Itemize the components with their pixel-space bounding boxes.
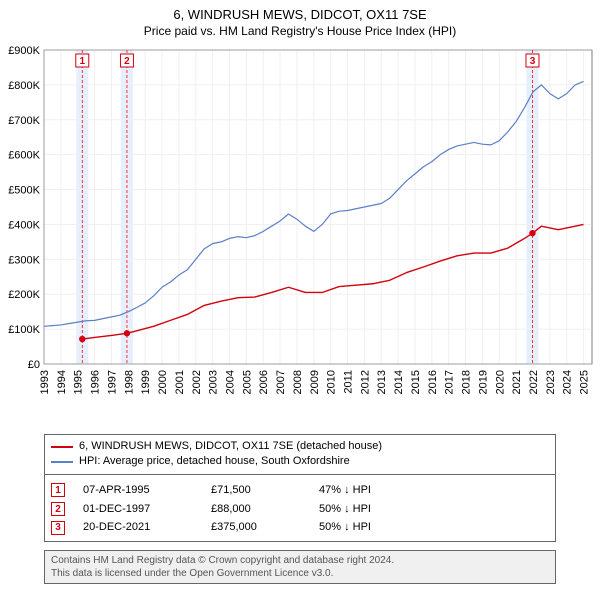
svg-text:2017: 2017	[444, 370, 456, 394]
svg-text:1997: 1997	[106, 370, 118, 394]
svg-text:2006: 2006	[258, 370, 270, 394]
svg-text:£100K: £100K	[8, 324, 40, 336]
sale-price: £375,000	[211, 518, 301, 537]
svg-text:2004: 2004	[224, 370, 236, 394]
svg-text:2001: 2001	[174, 370, 186, 394]
footer: Contains HM Land Registry data © Crown c…	[44, 550, 556, 584]
svg-text:£300K: £300K	[8, 254, 40, 266]
sale-date: 07-APR-1995	[83, 481, 193, 500]
svg-text:£700K: £700K	[8, 115, 40, 127]
legend-label-hpi: HPI: Average price, detached house, Sout…	[79, 454, 350, 469]
svg-text:£200K: £200K	[8, 289, 40, 301]
svg-text:1993: 1993	[39, 370, 51, 394]
svg-text:£500K: £500K	[8, 185, 40, 197]
svg-text:2002: 2002	[191, 370, 203, 394]
sale-price: £71,500	[211, 481, 301, 500]
svg-text:1995: 1995	[73, 370, 85, 394]
svg-text:£900K: £900K	[8, 45, 40, 57]
chart-svg: £0 £100K £200K £300K £400K £500K £600K £700K £80…	[0, 44, 600, 424]
svg-text:2025: 2025	[579, 370, 591, 394]
svg-text:1: 1	[79, 56, 85, 67]
sales-table: 1 07-APR-1995 £71,500 47% ↓ HPI 2 01-DEC-1997…	[44, 474, 556, 542]
svg-text:2008: 2008	[292, 370, 304, 394]
sale-marker-icon: 3	[51, 521, 65, 535]
sale-row: 3 20-DEC-2021 £375,000 50% ↓ HPI	[51, 518, 549, 537]
svg-text:£600K: £600K	[8, 150, 40, 162]
svg-text:2014: 2014	[393, 370, 405, 394]
footer-line1: Contains HM Land Registry data © Crown c…	[51, 554, 549, 567]
svg-text:2023: 2023	[545, 370, 557, 394]
chart: £0 £100K £200K £300K £400K £500K £600K £700K £80…	[0, 44, 600, 424]
svg-text:1998: 1998	[123, 370, 135, 394]
svg-text:2010: 2010	[326, 370, 338, 394]
sale-marker-icon: 1	[51, 483, 65, 497]
legend-swatch-hpi	[51, 461, 73, 463]
svg-text:2016: 2016	[427, 370, 439, 394]
svg-text:£800K: £800K	[8, 80, 40, 92]
sale-date: 20-DEC-2021	[83, 518, 193, 537]
svg-text:2021: 2021	[511, 370, 523, 394]
svg-text:3: 3	[530, 56, 536, 67]
svg-text:2000: 2000	[157, 370, 169, 394]
svg-text:2013: 2013	[376, 370, 388, 394]
legend-row-paid: 6, WINDRUSH MEWS, DIDCOT, OX11 7SE (deta…	[51, 439, 549, 454]
legend-label-paid: 6, WINDRUSH MEWS, DIDCOT, OX11 7SE (deta…	[79, 439, 382, 454]
sale-delta: 50% ↓ HPI	[319, 500, 371, 519]
svg-text:2011: 2011	[343, 370, 355, 394]
sale-delta: 50% ↓ HPI	[319, 518, 371, 537]
sale-row: 1 07-APR-1995 £71,500 47% ↓ HPI	[51, 481, 549, 500]
svg-text:2022: 2022	[528, 370, 540, 394]
svg-text:2020: 2020	[494, 370, 506, 394]
svg-text:£400K: £400K	[8, 219, 40, 231]
svg-text:2005: 2005	[241, 370, 253, 394]
chart-subtitle: Price paid vs. HM Land Registry's House …	[0, 24, 600, 42]
sale-date: 01-DEC-1997	[83, 500, 193, 519]
sale-delta: 47% ↓ HPI	[319, 481, 371, 500]
svg-text:£0: £0	[28, 359, 40, 371]
sale-price: £88,000	[211, 500, 301, 519]
svg-text:2012: 2012	[359, 370, 371, 394]
sale-marker-icon: 2	[51, 502, 65, 516]
footer-line2: This data is licensed under the Open Gov…	[51, 567, 549, 580]
svg-text:2: 2	[124, 56, 130, 67]
svg-text:1994: 1994	[56, 370, 68, 394]
legend-row-hpi: HPI: Average price, detached house, Sout…	[51, 454, 549, 469]
sale-row: 2 01-DEC-1997 £88,000 50% ↓ HPI	[51, 500, 549, 519]
svg-text:2009: 2009	[309, 370, 321, 394]
svg-text:1996: 1996	[90, 370, 102, 394]
legend-swatch-paid	[51, 446, 73, 448]
svg-text:2007: 2007	[275, 370, 287, 394]
svg-text:2003: 2003	[208, 370, 220, 394]
svg-text:2018: 2018	[461, 370, 473, 394]
svg-text:1999: 1999	[140, 370, 152, 394]
svg-text:2015: 2015	[410, 370, 422, 394]
chart-title: 6, WINDRUSH MEWS, DIDCOT, OX11 7SE	[0, 0, 600, 24]
svg-text:2019: 2019	[477, 370, 489, 394]
legend: 6, WINDRUSH MEWS, DIDCOT, OX11 7SE (deta…	[44, 434, 556, 475]
svg-text:2024: 2024	[562, 370, 574, 394]
